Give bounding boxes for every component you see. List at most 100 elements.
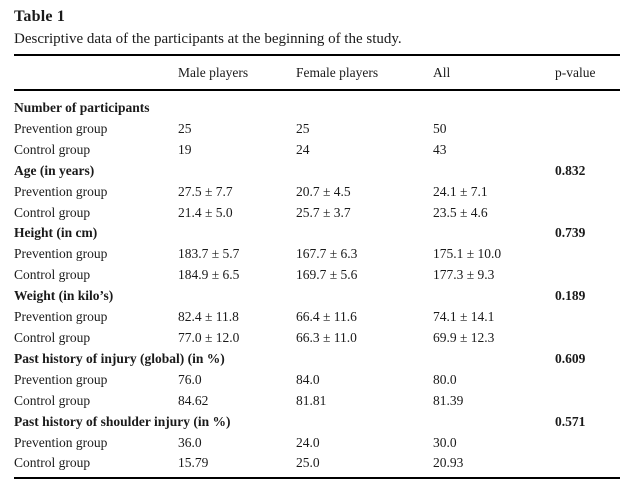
cell-male: 25 <box>178 120 192 136</box>
cell-female: 25.0 <box>296 453 433 480</box>
table-caption: Descriptive data of the participants at … <box>14 31 402 47</box>
table-header: Male players Female players All p-value <box>14 55 620 91</box>
cell-all: 30.0 <box>433 434 457 450</box>
cell-all: 74.1 ± 14.1 <box>433 309 495 325</box>
cell-p <box>555 140 620 161</box>
cell-male: 76.0 <box>178 371 202 387</box>
data-row: Prevention group 183.7 ± 5.7 167.7 ± 6.3 17… <box>14 244 620 265</box>
cell-p <box>555 182 620 203</box>
row-label: Prevention group <box>14 434 108 450</box>
row-label: Control group <box>14 267 91 283</box>
cell-all: 177.3 ± 9.3 <box>433 267 495 283</box>
data-row: Control group 77.0 ± 12.0 66.3 ± 11.0 69.9 … <box>14 328 620 349</box>
data-row: Prevention group 36.0 24.0 30.0 <box>14 433 620 454</box>
cell-female: 169.7 ± 5.6 <box>296 267 358 283</box>
cell-male: 21.4 ± 5.0 <box>178 204 233 220</box>
cell-all: 43 <box>433 141 447 157</box>
p-value-cell: 0.189 <box>555 288 586 304</box>
table-title: Table 1 <box>14 8 66 25</box>
section-label: Height (in cm) <box>14 225 98 241</box>
row-label: Prevention group <box>14 371 108 387</box>
section-label: Weight (in kilo’s) <box>14 288 114 304</box>
cell-p <box>555 453 620 480</box>
cell-male: 84.62 <box>178 392 209 408</box>
data-row: Control group 15.79 25.0 20.93 <box>14 453 620 480</box>
column-header-male-players: Male players <box>178 55 296 91</box>
cell-p <box>555 119 620 140</box>
cell-p <box>555 391 620 412</box>
data-row: Control group 84.62 81.81 81.39 <box>14 391 620 412</box>
column-header-p-value: p-value <box>555 55 620 91</box>
cell-p <box>555 370 620 391</box>
column-header-all: All <box>433 55 555 91</box>
row-label: Prevention group <box>14 246 108 262</box>
column-header-empty <box>14 55 178 91</box>
cell-all: 69.9 ± 12.3 <box>433 329 495 345</box>
cell-female: 24 <box>296 141 310 157</box>
row-label: Prevention group <box>14 309 108 325</box>
cell-male: 77.0 ± 12.0 <box>178 329 240 345</box>
section-label: Number of participants <box>14 100 150 115</box>
section-label: Past history of injury (global) (in %) <box>14 350 225 366</box>
section-row: Past history of injury (global) (in %) 0.… <box>14 349 620 370</box>
data-row: Prevention group 76.0 84.0 80.0 <box>14 370 620 391</box>
cell-female: 81.81 <box>296 392 327 408</box>
cell-p <box>555 244 620 265</box>
data-row: Control group 21.4 ± 5.0 25.7 ± 3.7 23.5 ± … <box>14 203 620 224</box>
section-row: Height (in cm) 0.739 <box>14 223 620 244</box>
column-header-female-players: Female players <box>296 55 433 91</box>
p-value-cell: 0.739 <box>555 225 586 241</box>
row-label: Control group <box>14 329 91 345</box>
cell-female: 24.0 <box>296 434 320 450</box>
section-label: Past history of shoulder injury (in %) <box>14 413 231 429</box>
p-value-cell: 0.571 <box>555 413 586 429</box>
cell-female: 25.7 ± 3.7 <box>296 204 351 220</box>
cell-all: 23.5 ± 4.6 <box>433 204 488 220</box>
data-row: Control group 184.9 ± 6.5 169.7 ± 5.6 177.3… <box>14 265 620 286</box>
section-row: Weight (in kilo’s) 0.189 <box>14 286 620 307</box>
row-label: Control group <box>14 141 91 157</box>
paper-page: Table 1 Descriptive data of the particip… <box>14 8 620 480</box>
data-row: Control group 19 24 43 <box>14 140 620 161</box>
cell-female: 167.7 ± 6.3 <box>296 246 358 262</box>
section-row: Age (in years) 0.832 <box>14 161 620 182</box>
cell-p <box>555 328 620 349</box>
row-label: Prevention group <box>14 183 108 199</box>
section-label: Age (in years) <box>14 162 95 178</box>
cell-p <box>555 265 620 286</box>
cell-p <box>555 433 620 454</box>
cell-male: 36.0 <box>178 434 202 450</box>
cell-all: 50 <box>433 120 447 136</box>
cell-all: 24.1 ± 7.1 <box>433 183 488 199</box>
cell-male: 27.5 ± 7.7 <box>178 183 233 199</box>
cell-all: 81.39 <box>433 392 464 408</box>
row-label: Control group <box>14 204 91 220</box>
cell-female: 20.7 ± 4.5 <box>296 183 351 199</box>
cell-female: 25 <box>296 120 310 136</box>
cell-female: 66.4 ± 11.6 <box>296 309 357 325</box>
cell-male: 19 <box>178 141 192 157</box>
cell-male: 184.9 ± 6.5 <box>178 267 240 283</box>
participants-table: Male players Female players All p-value … <box>14 54 620 480</box>
section-row: Number of participants <box>14 90 620 119</box>
row-label: Prevention group <box>14 120 108 136</box>
section-row: Past history of shoulder injury (in %) 0.… <box>14 412 620 433</box>
cell-p <box>555 307 620 328</box>
cell-p <box>555 203 620 224</box>
cell-male: 15.79 <box>178 453 296 480</box>
cell-all: 175.1 ± 10.0 <box>433 246 502 262</box>
data-row: Prevention group 82.4 ± 11.8 66.4 ± 11.6 74… <box>14 307 620 328</box>
cell-female: 66.3 ± 11.0 <box>296 329 357 345</box>
row-label: Control group <box>14 453 178 480</box>
cell-male: 82.4 ± 11.8 <box>178 309 239 325</box>
table-body: Number of participants Prevention group 25… <box>14 90 620 480</box>
header-row: Male players Female players All p-value <box>14 55 620 91</box>
cell-all: 80.0 <box>433 371 457 387</box>
p-value-cell: 0.609 <box>555 350 586 366</box>
cell-male: 183.7 ± 5.7 <box>178 246 240 262</box>
data-row: Prevention group 25 25 50 <box>14 119 620 140</box>
cell-all: 20.93 <box>433 453 555 480</box>
row-label: Control group <box>14 392 91 408</box>
p-value-cell: 0.832 <box>555 162 586 178</box>
p-value-cell <box>555 90 620 119</box>
